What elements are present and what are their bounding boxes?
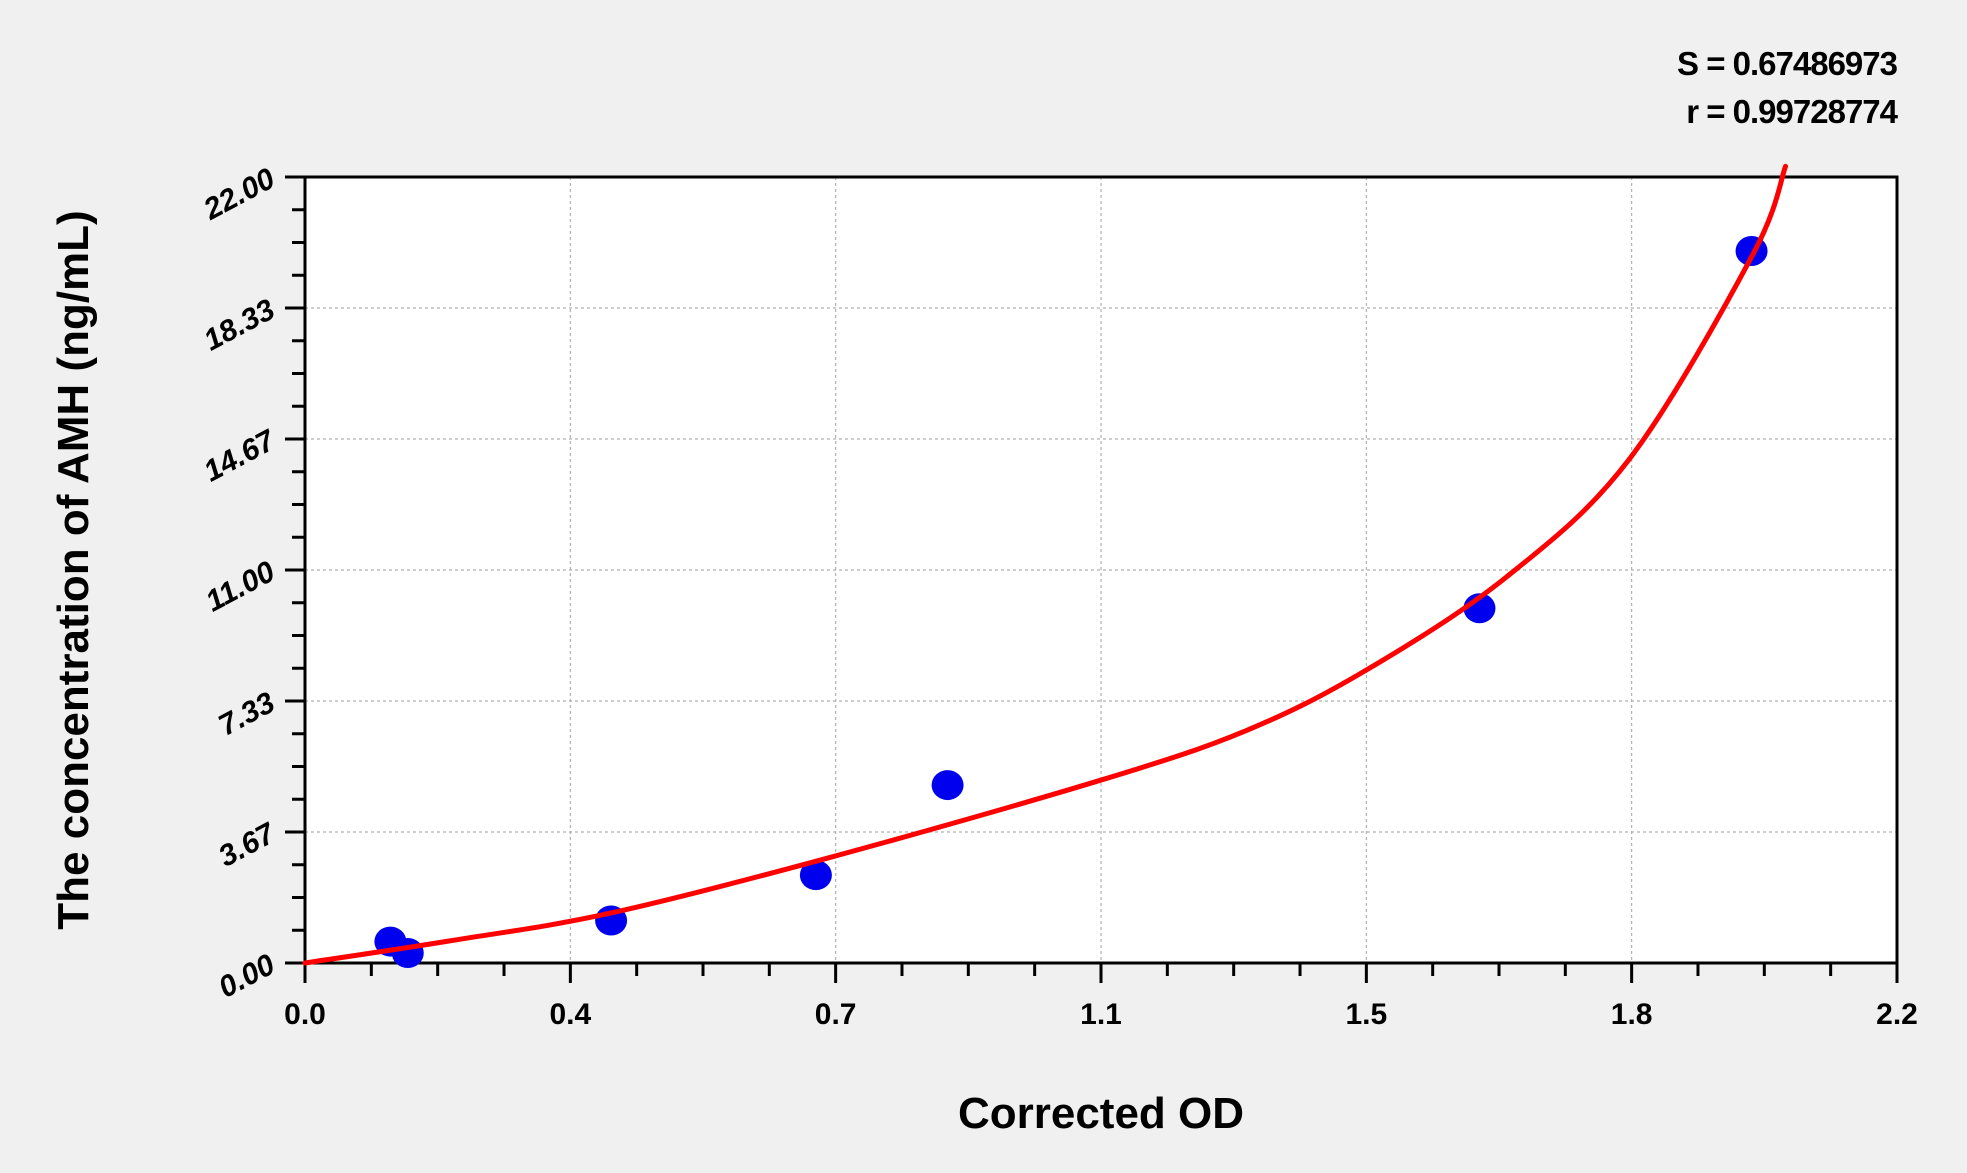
x-axis-label: Corrected OD bbox=[958, 1089, 1244, 1138]
y-tick-label: 22.00 bbox=[198, 162, 281, 227]
y-tick-label: 11.00 bbox=[200, 555, 280, 618]
data-point bbox=[799, 860, 832, 891]
x-tick-label: 2.2 bbox=[1876, 998, 1918, 1031]
x-tick-label: 1.1 bbox=[1080, 998, 1122, 1031]
x-tick-label: 1.8 bbox=[1611, 998, 1653, 1031]
y-tick-labels: 0.00 3.67 7.33 11.00 14.67 18.33 22.00 bbox=[198, 162, 282, 1005]
y-tick-label: 3.67 bbox=[213, 816, 281, 873]
y-axis-label: The concentration of AMH (ng/mL) bbox=[49, 210, 98, 929]
x-tick-label: 0.0 bbox=[284, 998, 326, 1031]
y-tick-label: 7.33 bbox=[213, 686, 280, 743]
fit-curve bbox=[302, 163, 1789, 966]
x-tick-label: 1.5 bbox=[1345, 998, 1387, 1031]
x-tick-label: 0.7 bbox=[815, 998, 857, 1031]
x-tick-labels: 0.0 0.4 0.7 1.1 1.5 1.8 2.2 bbox=[284, 998, 1918, 1031]
x-tick-label: 0.4 bbox=[549, 998, 591, 1031]
annotation-s: S = 0.67486973 bbox=[1677, 45, 1898, 82]
y-tick-label: 18.33 bbox=[199, 293, 281, 358]
data-point bbox=[391, 937, 424, 968]
data-point bbox=[931, 770, 964, 801]
axis-ticks bbox=[285, 175, 1899, 983]
y-tick-label: 14.67 bbox=[199, 423, 282, 488]
grid-lines bbox=[305, 177, 1897, 963]
annotation-r: r = 0.99728774 bbox=[1686, 93, 1898, 130]
y-tick-label: 0.00 bbox=[213, 948, 280, 1005]
plot-border bbox=[303, 175, 1899, 965]
